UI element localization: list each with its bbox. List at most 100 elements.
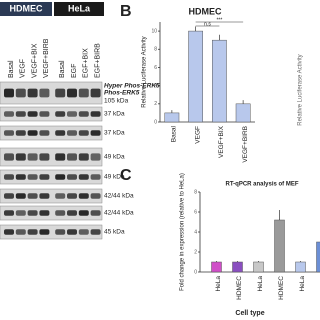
blot-band (78, 193, 89, 199)
lane-label: Basal (8, 60, 15, 78)
blot-band (39, 153, 50, 161)
blot-band (15, 88, 26, 98)
lane-label: EGF+BIRB (94, 43, 101, 78)
y-tick-label: 8 (194, 189, 197, 195)
blot-band (27, 130, 38, 136)
bar (164, 112, 180, 123)
blot-band (55, 88, 66, 98)
x-tick-label: VEGF+BIX (218, 125, 225, 158)
blot-band (15, 130, 26, 136)
blot-band (78, 210, 89, 216)
bar (295, 261, 306, 273)
blot-band (90, 111, 101, 117)
blot-band (78, 88, 89, 98)
blot-band (78, 153, 89, 161)
blot-band (4, 153, 14, 161)
blot-strip (0, 188, 103, 204)
panel-letter: B (120, 3, 132, 20)
blot-band (67, 153, 77, 161)
y-tick-label: 10 (151, 28, 157, 34)
x-tick-label: HeLa (257, 276, 264, 292)
x-tick-label: HDMEC (236, 276, 243, 300)
bar (316, 241, 320, 273)
blot-band (4, 193, 14, 199)
chart-title: RT-qPCR analysis of MEF (225, 182, 298, 188)
blot-band (4, 111, 14, 117)
marker-label: 49 kDa (104, 174, 125, 181)
blot-band (4, 130, 14, 136)
blot-band (39, 210, 50, 216)
blot-strip (0, 125, 103, 141)
x-tick-label: HDMEC (278, 276, 285, 300)
blot-band (27, 111, 38, 117)
blot-band (67, 193, 77, 199)
lane-label: Basal (59, 60, 66, 78)
blot-band (39, 174, 50, 180)
blot-band (90, 210, 101, 216)
x-tick-label: Basal (171, 125, 178, 142)
blot-strip (0, 81, 103, 105)
marker-label: Phos-ERK5 (104, 90, 140, 97)
y-tick-label: 0 (154, 119, 157, 125)
blot-band (67, 174, 77, 180)
blot-band (90, 174, 101, 180)
blot-band (78, 111, 89, 117)
blot-band (39, 88, 50, 98)
marker-label: 49 kDa (104, 154, 125, 161)
blot-band (55, 111, 66, 117)
blot-strip (0, 205, 103, 221)
marker-label: 37 kDa (104, 130, 125, 137)
y-tick-label: 6 (194, 209, 197, 215)
marker-label: Hyper Phos-ERK5 (104, 83, 160, 90)
blot-band (55, 174, 66, 180)
y-tick-label: 0 (194, 269, 197, 275)
blot-band (4, 210, 14, 216)
blot-band (15, 153, 26, 161)
cut-axis-label: Relative Luciferase Activity (298, 54, 304, 125)
bar (274, 219, 285, 273)
y-tick-label: 2 (194, 249, 197, 255)
y-tick-label: 4 (154, 83, 157, 89)
blot-band (90, 229, 101, 235)
blot-band (55, 210, 66, 216)
blot-band (78, 174, 89, 180)
lane-label: EGF+BIX (83, 48, 90, 78)
blot-band (78, 229, 89, 235)
y-tick-label: 6 (154, 65, 157, 71)
y-axis-label: Fold change in expression (relative to H… (180, 173, 186, 291)
blot-band (4, 88, 14, 98)
blot-strip (0, 147, 103, 167)
significance-label: n.s (204, 21, 211, 27)
panel-letter: C (120, 167, 132, 184)
blot-band (27, 174, 38, 180)
blot-band (15, 229, 26, 235)
blot-band (27, 88, 38, 98)
blot-band (67, 130, 77, 136)
y-tick-label: 8 (154, 47, 157, 53)
blot-band (90, 193, 101, 199)
blot-band (90, 153, 101, 161)
marker-label: 37 kDa (104, 111, 125, 118)
blot-band (55, 229, 66, 235)
marker-label: 42/44 kDa (104, 193, 134, 200)
blot-band (4, 174, 14, 180)
blot-band (39, 130, 50, 136)
blot-band (55, 193, 66, 199)
blot-strip (0, 106, 103, 122)
blot-band (67, 210, 77, 216)
blot-band (67, 111, 77, 117)
blot-band (55, 130, 66, 136)
x-axis-label: Cell type (235, 310, 264, 317)
bar (232, 261, 243, 273)
group-label: HeLa (68, 3, 91, 13)
blot-band (27, 193, 38, 199)
blot-band (39, 193, 50, 199)
blot-band (67, 229, 77, 235)
y-tick-label: 4 (194, 229, 197, 235)
blot-band (4, 229, 14, 235)
x-tick-label: HeLa (299, 276, 306, 292)
marker-label: 45 kDa (104, 229, 125, 236)
bar (235, 103, 251, 123)
blot-band (27, 153, 38, 161)
